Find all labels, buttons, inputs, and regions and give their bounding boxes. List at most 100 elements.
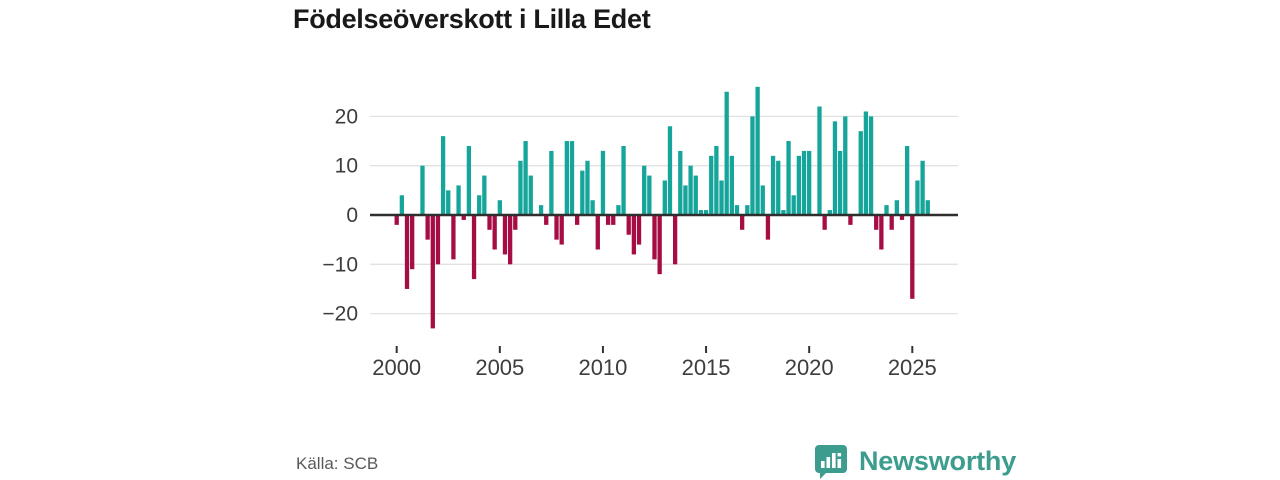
bar-positive	[786, 141, 791, 215]
bar-negative	[559, 215, 564, 245]
bar-positive	[776, 160, 781, 215]
bar-positive	[688, 165, 693, 215]
bar-positive	[538, 205, 544, 215]
bar-positive	[714, 145, 719, 215]
bar-positive	[420, 165, 425, 215]
bar-negative	[461, 215, 466, 220]
bar-negative	[492, 215, 497, 250]
bar-positive	[796, 155, 802, 215]
bar-positive	[781, 210, 786, 215]
bar-positive	[647, 175, 652, 215]
y-tick-label: −20	[322, 303, 358, 326]
bar-positive	[518, 160, 523, 215]
chart-title: Födelseöverskott i Lilla Edet	[293, 4, 651, 34]
bar-negative	[605, 215, 611, 225]
bar-positive	[497, 200, 502, 215]
bar-positive	[827, 210, 832, 215]
x-tick-label: 2010	[578, 355, 627, 380]
bar-positive	[904, 145, 910, 215]
bar-positive	[750, 116, 755, 215]
bar-positive	[770, 155, 776, 215]
x-tick-label: 2025	[888, 355, 937, 380]
bar-negative	[435, 215, 441, 265]
bar-positive	[832, 121, 838, 215]
bar-positive	[920, 160, 925, 215]
bar-negative	[430, 215, 435, 329]
bar-negative	[595, 215, 600, 250]
bar-negative	[740, 215, 745, 230]
bar-negative	[544, 215, 549, 225]
bar-positive	[662, 180, 667, 215]
newsworthy-logo: Newsworthy	[812, 442, 1016, 480]
bar-negative	[404, 215, 410, 289]
bar-negative	[874, 215, 879, 230]
bar-positive	[466, 145, 472, 215]
bar-positive	[863, 111, 869, 215]
bar-negative	[425, 215, 430, 240]
bar-positive	[745, 205, 750, 215]
bar-positive	[528, 175, 533, 215]
bar-positive	[399, 195, 405, 215]
bar-positive	[915, 180, 920, 215]
bar-chart-speech-bubble-icon	[815, 445, 847, 479]
bar-positive	[791, 195, 796, 215]
bar-negative	[848, 215, 853, 225]
bar-negative	[889, 215, 894, 230]
y-tick-label: 20	[335, 105, 358, 128]
bar-positive	[621, 145, 626, 215]
y-tick-label: 10	[335, 155, 358, 178]
bar-positive	[523, 141, 528, 215]
bar-negative	[451, 215, 456, 260]
bar-positive	[569, 141, 575, 215]
bar-negative	[672, 215, 678, 265]
bar-negative	[502, 215, 508, 255]
bar-negative	[899, 215, 905, 220]
bar-negative	[657, 215, 662, 275]
bar-negative	[652, 215, 657, 260]
bar-negative	[626, 215, 631, 235]
bar-positive	[580, 170, 585, 215]
bar-positive	[719, 180, 724, 215]
bar-positive	[477, 195, 482, 215]
bar-positive	[807, 150, 812, 215]
bar-negative	[636, 215, 642, 245]
y-tick-label: 0	[346, 204, 358, 227]
bar-negative	[822, 215, 827, 230]
bar-positive	[600, 150, 606, 215]
y-tick-label: −10	[322, 253, 358, 276]
bar-positive	[868, 116, 874, 215]
bar-positive	[884, 205, 889, 215]
bar-positive	[667, 126, 673, 215]
bar-positive	[590, 200, 595, 215]
bar-positive	[837, 150, 843, 215]
bar-positive	[698, 210, 704, 215]
bar-negative	[471, 215, 477, 280]
x-tick-label: 2000	[372, 355, 421, 380]
bar-negative	[513, 215, 518, 230]
x-tick-label: 2015	[682, 355, 731, 380]
bar-negative	[487, 215, 492, 230]
bar-positive	[693, 175, 698, 215]
bar-positive	[549, 150, 554, 215]
bar-negative	[631, 215, 637, 255]
bar-positive	[703, 210, 709, 215]
newsworthy-wordmark: Newsworthy	[859, 445, 1017, 476]
bar-negative	[575, 215, 580, 225]
bar-positive	[678, 150, 683, 215]
bar-negative	[394, 215, 399, 225]
bar-positive	[642, 165, 647, 215]
bar-positive	[709, 155, 714, 215]
bar-positive	[456, 185, 461, 215]
bar-positive	[801, 150, 807, 215]
bar-positive	[729, 155, 734, 215]
bar-positive	[585, 160, 590, 215]
bar-positive	[724, 91, 729, 215]
bar-negative	[554, 215, 559, 240]
bar-negative	[879, 215, 884, 250]
bar-positive	[446, 190, 451, 215]
bar-negative	[910, 215, 915, 299]
bar-positive	[683, 185, 688, 215]
bar-positive	[440, 136, 446, 215]
